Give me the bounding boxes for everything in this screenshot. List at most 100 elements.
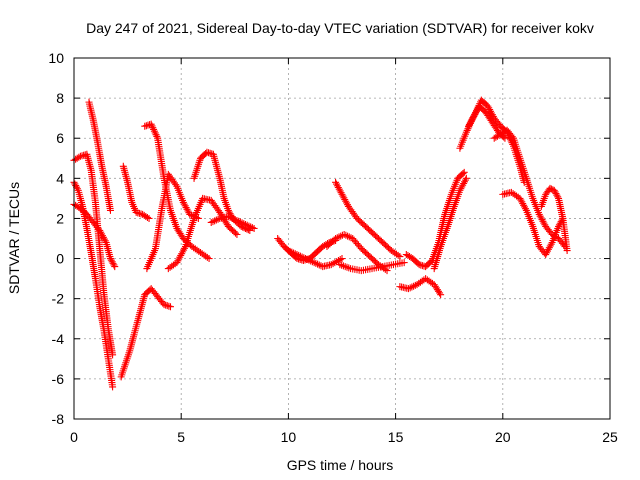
series-arc-7 (141, 120, 213, 263)
data-point (335, 233, 343, 241)
x-tick-label: 10 (281, 429, 297, 445)
data-point (109, 259, 117, 267)
data-point (404, 285, 412, 293)
data-point (308, 258, 316, 266)
series-arc-15 (336, 259, 408, 275)
data-point (211, 217, 219, 225)
data-point (342, 231, 350, 239)
data-point (107, 256, 115, 264)
data-point (75, 153, 83, 161)
y-tick-label: 4 (56, 170, 64, 186)
data-point (175, 255, 183, 263)
data-point (106, 206, 114, 214)
data-point (436, 289, 444, 297)
data-point (228, 214, 236, 222)
series-arc-16 (332, 178, 404, 261)
data-point (472, 108, 480, 116)
data-point (338, 255, 346, 263)
data-point (145, 214, 153, 222)
data-point (471, 110, 479, 118)
y-tick-label: -4 (52, 331, 65, 347)
data-point (242, 220, 250, 228)
data-point (340, 230, 348, 238)
y-axis-label: SDTVAR / TECUs (6, 182, 22, 294)
data-point (307, 257, 315, 265)
data-point (302, 255, 310, 263)
data-point (231, 216, 239, 224)
data-point (315, 261, 323, 269)
data-point (298, 253, 306, 261)
data-point (71, 180, 79, 188)
data-point (174, 257, 182, 265)
data-point (291, 250, 299, 258)
data-point (224, 212, 232, 220)
data-point (235, 217, 243, 225)
data-point (176, 253, 184, 261)
x-tick-label: 25 (602, 429, 618, 445)
data-point (554, 193, 562, 201)
x-axis-label: GPS time / hours (287, 457, 394, 473)
data-point (475, 101, 483, 109)
y-tick-label: -8 (52, 411, 65, 427)
data-point (173, 259, 181, 267)
data-point (300, 254, 308, 262)
data-point (149, 124, 157, 132)
data-point (437, 291, 445, 299)
data-point (310, 259, 318, 267)
data-point (177, 251, 185, 259)
data-point (143, 213, 151, 221)
data-point (110, 261, 118, 269)
y-tick-label: -6 (52, 371, 65, 387)
data-point (179, 248, 187, 256)
series-arc-19 (430, 174, 470, 273)
data-point (552, 190, 560, 198)
y-axis-ticks: -8 -6 -4 -2 0 2 4 6 8 10 (48, 50, 610, 427)
data-point (394, 251, 402, 259)
data-point (230, 215, 238, 223)
data-point (205, 255, 213, 263)
series-arc-5 (117, 285, 174, 381)
data-point (212, 216, 220, 224)
data-point (288, 248, 296, 256)
series-arc-4 (85, 98, 114, 214)
chart-title: Day 247 of 2021, Sidereal Day-to-day VTE… (86, 20, 594, 36)
data-point (563, 247, 571, 255)
data-point (396, 253, 404, 261)
x-tick-label: 0 (70, 429, 78, 445)
data-point (224, 206, 232, 214)
data-point (553, 191, 561, 199)
data-point (245, 222, 253, 230)
data-point (178, 250, 186, 258)
data-point (209, 218, 217, 226)
series-arc-13 (284, 247, 346, 271)
data-point (473, 105, 481, 113)
series-arc-22 (490, 126, 569, 251)
data-point (214, 215, 222, 223)
data-point (238, 219, 246, 227)
data-point (166, 303, 174, 311)
data-point (332, 235, 340, 242)
data-point (109, 383, 117, 391)
data-point (296, 252, 304, 260)
data-point (148, 122, 156, 130)
series-arc-18 (402, 168, 468, 271)
data-point (151, 129, 159, 137)
data-point (293, 251, 301, 259)
data-point (186, 210, 194, 218)
data-point (344, 232, 352, 240)
data-point (181, 244, 189, 252)
data-point (72, 182, 80, 190)
series-arc-24 (537, 184, 571, 255)
data-point (180, 246, 188, 254)
data-point (236, 218, 244, 226)
data-point (305, 256, 313, 264)
data-point (345, 233, 353, 241)
data-point (250, 224, 258, 232)
data-point (470, 112, 478, 120)
data-point (150, 125, 158, 133)
y-tick-label: -2 (52, 291, 65, 307)
data-point (461, 176, 469, 184)
data-point (462, 174, 470, 182)
data-point (203, 253, 211, 261)
data-point (414, 259, 422, 267)
